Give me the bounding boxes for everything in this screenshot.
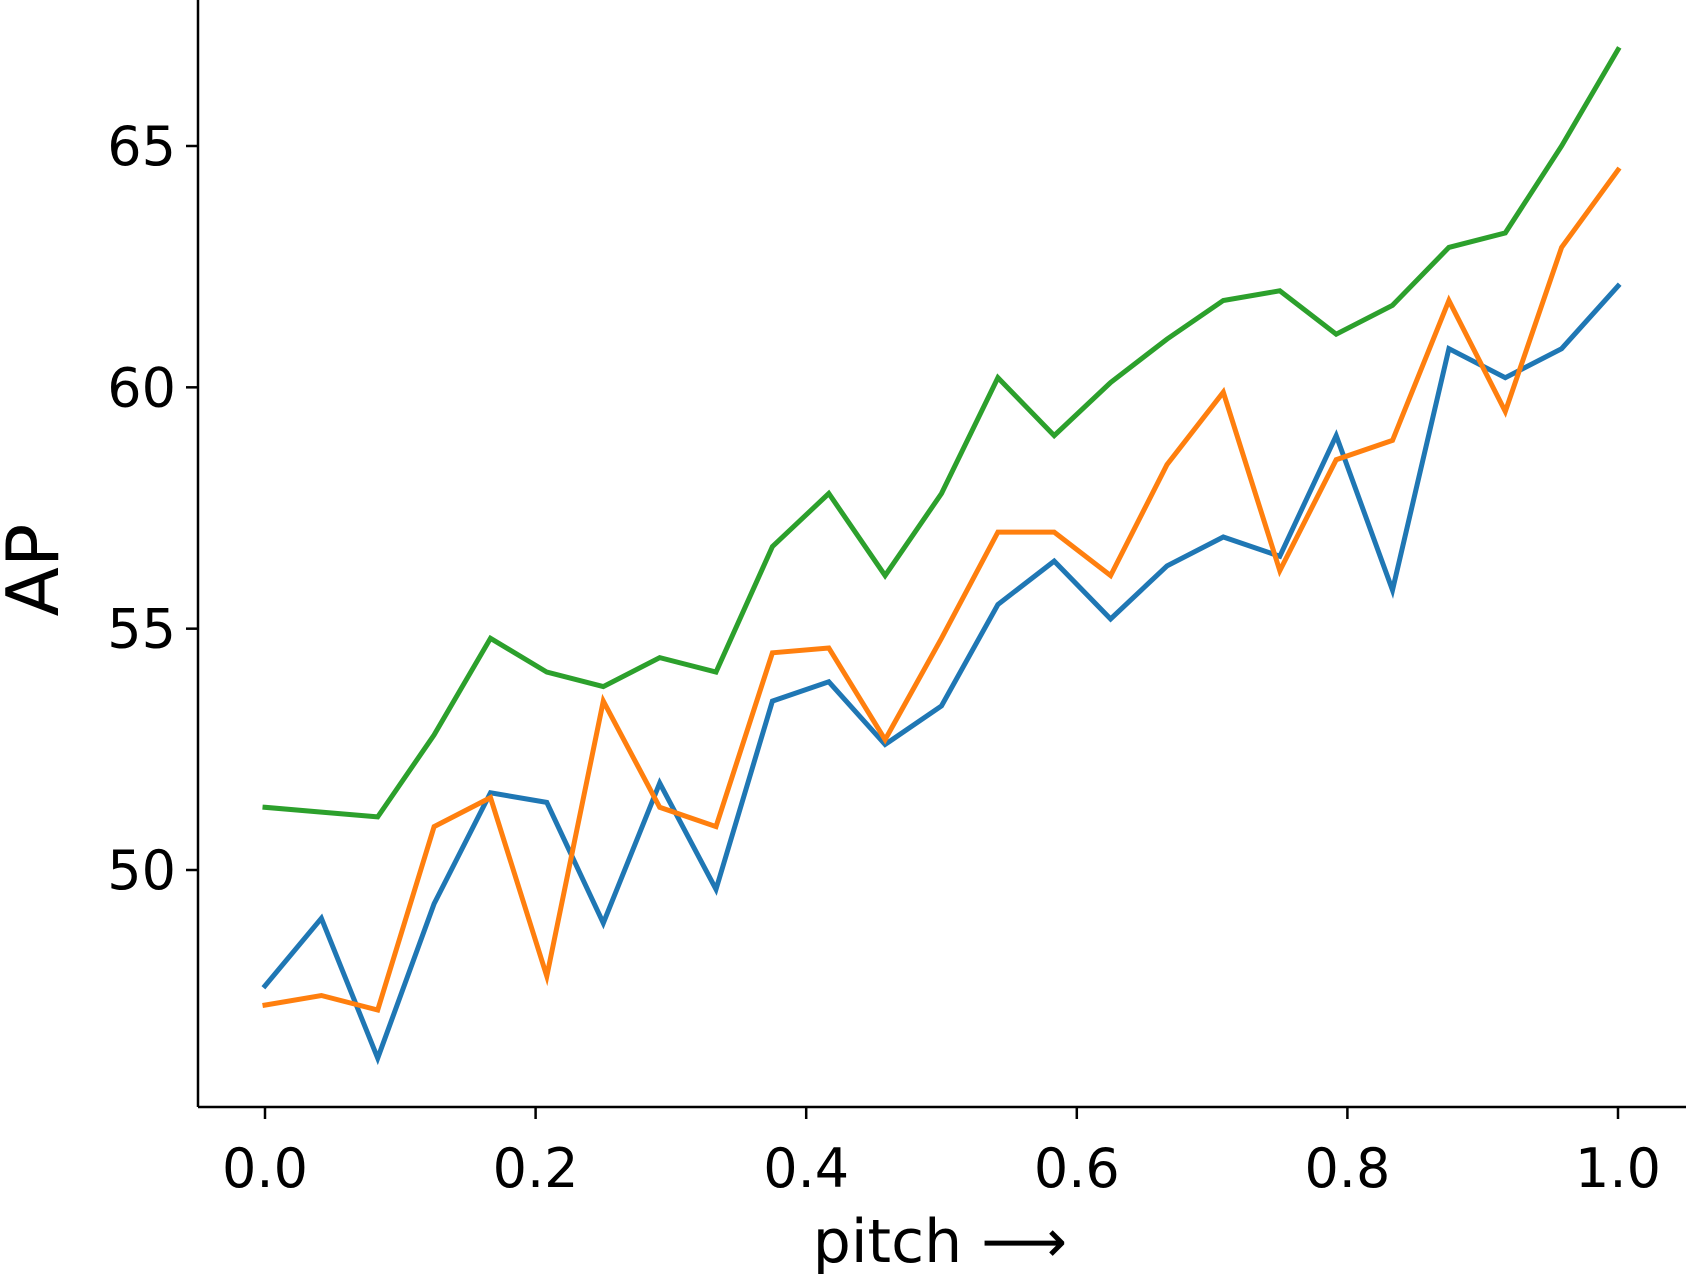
y-tick-label: 55 (107, 598, 176, 661)
x-tick-label: 0.8 (1304, 1137, 1390, 1200)
x-axis-ticks: 0.0 0.2 0.4 0.6 0.8 1.0 (222, 1107, 1661, 1200)
x-tick-label: 1.0 (1575, 1137, 1661, 1200)
x-tick-label: 0.2 (493, 1137, 579, 1200)
series-line-3 (262, 46, 1622, 820)
x-tick-label: 0.6 (1034, 1137, 1120, 1200)
y-axis-label: AP (0, 524, 75, 617)
series-line-1 (261, 282, 1622, 1066)
y-tick-label: 60 (107, 356, 176, 419)
x-tick-label: 0.0 (222, 1137, 308, 1200)
y-tick-label: 65 (107, 115, 176, 178)
x-axis-label: pitch ⟶ (813, 1207, 1067, 1274)
series-line-2 (262, 166, 1622, 1014)
x-tick-label: 0.4 (763, 1137, 849, 1200)
plot-lines (261, 46, 1622, 1066)
axes (196, 0, 1686, 1109)
y-axis-ticks: 50 55 60 65 (107, 115, 198, 902)
y-tick-label: 50 (107, 839, 176, 902)
